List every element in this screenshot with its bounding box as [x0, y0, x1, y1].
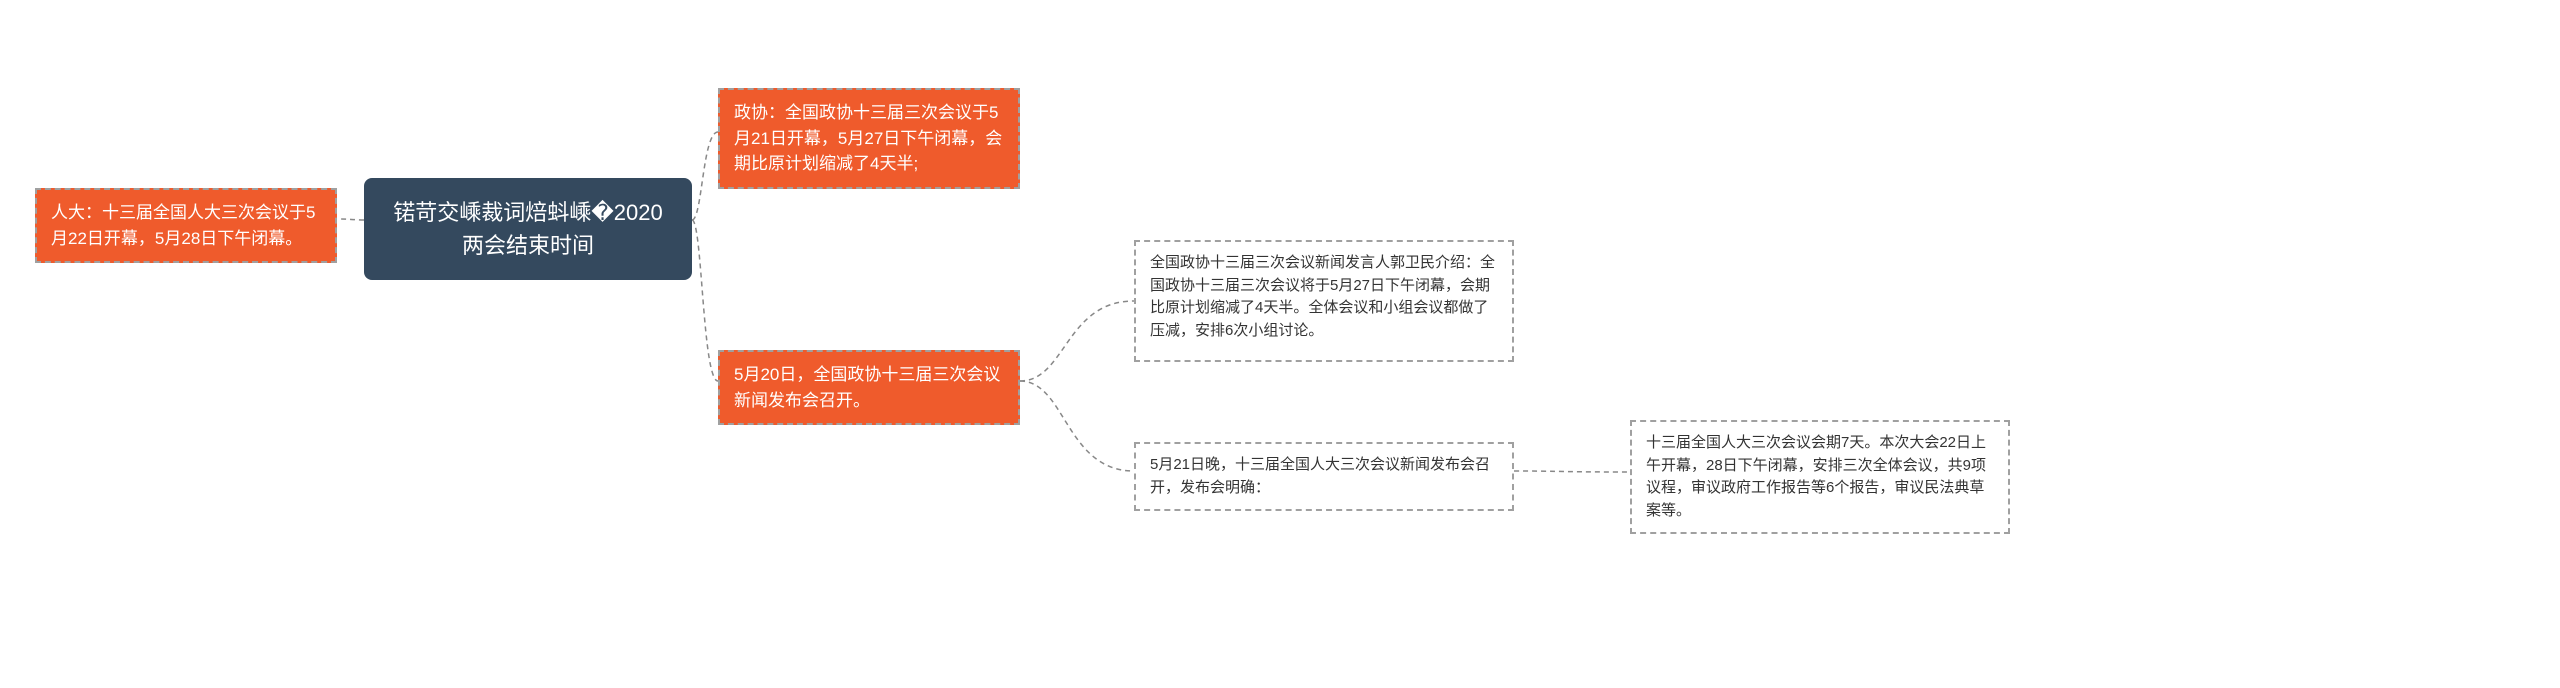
- connector: [692, 132, 718, 220]
- connector: [692, 220, 718, 381]
- mindmap-node-detail2: 5月21日晚，十三届全国人大三次会议新闻发布会召开，发布会明确：: [1134, 442, 1514, 511]
- connector: [1020, 301, 1134, 381]
- connector: [1020, 381, 1134, 471]
- connector: [1514, 471, 1630, 472]
- mindmap-node-center: 锘苛交嵊裁词焙蚪嵊�2020两会结束时间: [364, 178, 692, 280]
- mindmap-node-right2: 5月20日，全国政协十三届三次会议新闻发布会召开。: [718, 350, 1020, 425]
- connector: [337, 219, 364, 220]
- mindmap-node-left1: 人大：十三届全国人大三次会议于5月22日开幕，5月28日下午闭幕。: [35, 188, 337, 263]
- mindmap-node-detail3: 十三届全国人大三次会议会期7天。本次大会22日上午开幕，28日下午闭幕，安排三次…: [1630, 420, 2010, 534]
- mindmap-node-right1: 政协：全国政协十三届三次会议于5月21日开幕，5月27日下午闭幕，会期比原计划缩…: [718, 88, 1020, 189]
- mindmap-node-detail1: 全国政协十三届三次会议新闻发言人郭卫民介绍：全国政协十三届三次会议将于5月27日…: [1134, 240, 1514, 362]
